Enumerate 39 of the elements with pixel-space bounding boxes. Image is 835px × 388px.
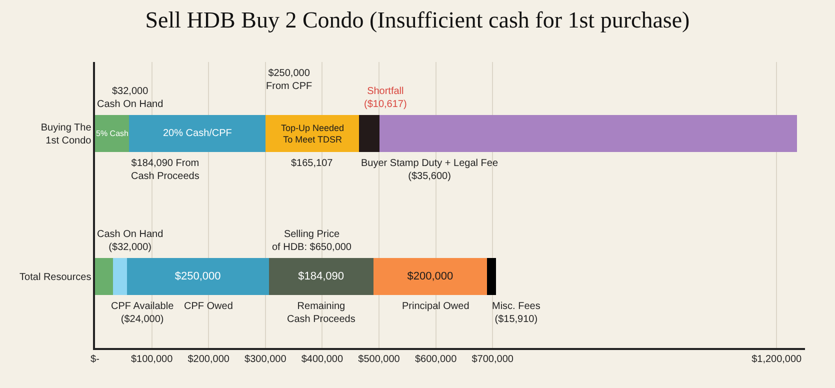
data-label: $184,090: [298, 270, 344, 282]
annotation: Remaining Cash Proceeds: [287, 301, 356, 325]
x-tick-label: $500,000: [358, 354, 400, 365]
x-tick-label: $400,000: [301, 354, 344, 365]
annotation: Shortfall ($10,617): [364, 86, 407, 110]
bar: [486, 258, 496, 296]
annotation: $250,000 From CPF: [266, 68, 312, 92]
annotation: 5% Cash: [96, 129, 128, 138]
annotation: 20% Cash/CPF: [163, 128, 232, 139]
y-tick-label: Buying The 1st Condo: [40, 122, 92, 146]
y-tick-label: Total Resources: [20, 272, 92, 283]
x-tick-label: $200,000: [188, 354, 230, 365]
annotation: CPF Owed: [184, 301, 233, 312]
x-tick-label: $300,000: [244, 354, 287, 365]
annotation: $32,000 Cash On Hand: [97, 86, 164, 110]
data-label: $250,000: [174, 270, 221, 282]
annotation: Principal Owed: [402, 301, 470, 312]
bar: [95, 114, 130, 152]
annotation: CPF Available ($24,000): [111, 301, 174, 325]
bar: [95, 258, 114, 296]
annotation: $184,090 From Cash Proceeds: [131, 158, 200, 182]
annotation: Misc. Fees ($15,910): [492, 301, 540, 325]
bar: [379, 114, 797, 152]
annotation: $165,107: [291, 158, 334, 169]
bar: [113, 258, 127, 296]
bar: [373, 258, 487, 296]
x-tick-label: $1,200,000: [752, 354, 802, 365]
x-tick-label: $-: [90, 354, 100, 365]
x-tick-label: $600,000: [414, 354, 458, 365]
annotation: Selling Price of HDB: $650,000: [272, 229, 352, 253]
annotation: Top-Up Needed To Meet TDSR: [281, 123, 344, 145]
annotation: Buyer Stamp Duty + Legal Fee ($35,600): [361, 158, 498, 182]
x-tick-label: $100,000: [130, 354, 174, 365]
bar: [268, 258, 374, 296]
bar: [359, 114, 380, 152]
annotation: Cash On Hand ($32,000): [97, 229, 164, 253]
x-tick-label: $700,000: [472, 354, 514, 365]
chart-title: Sell HDB Buy 2 Condo (Insufficient cash for 1st purchase): [145, 8, 690, 33]
data-label: $200,000: [407, 270, 454, 282]
